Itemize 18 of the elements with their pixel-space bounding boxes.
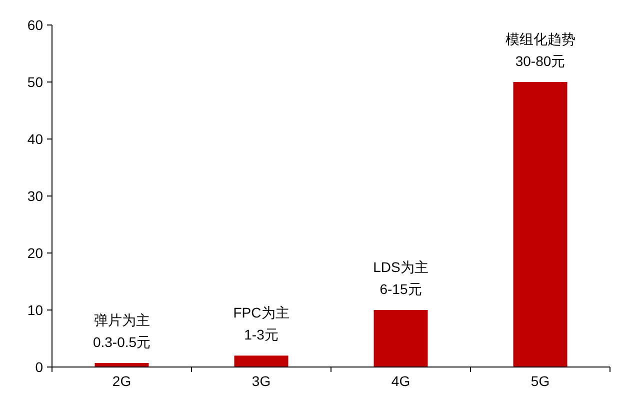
annotation: 弹片为主 0.3-0.5元: [92, 312, 151, 350]
bar: [513, 82, 568, 367]
x-tick-label: 3G: [252, 373, 271, 389]
y-tick-label: 20: [27, 245, 44, 261]
annotation: FPC为主 1-3元: [233, 304, 290, 343]
bar: [374, 310, 428, 367]
x-tick-label: 5G: [530, 373, 550, 389]
x-tick-label: 4G: [391, 373, 410, 389]
annotation: 模组化趋势 30-80元: [505, 31, 576, 69]
y-tick-label: 10: [27, 302, 44, 318]
y-tick-label: 0: [35, 359, 44, 375]
y-tick-label: 50: [27, 74, 44, 90]
x-tick-label: 2G: [112, 373, 132, 389]
y-tick-label: 30: [27, 188, 44, 204]
annotation: LDS为主 6-15元: [373, 259, 428, 297]
y-tick-label: 40: [27, 131, 44, 147]
y-tick-label: 60: [27, 17, 44, 33]
bar: [234, 356, 288, 367]
